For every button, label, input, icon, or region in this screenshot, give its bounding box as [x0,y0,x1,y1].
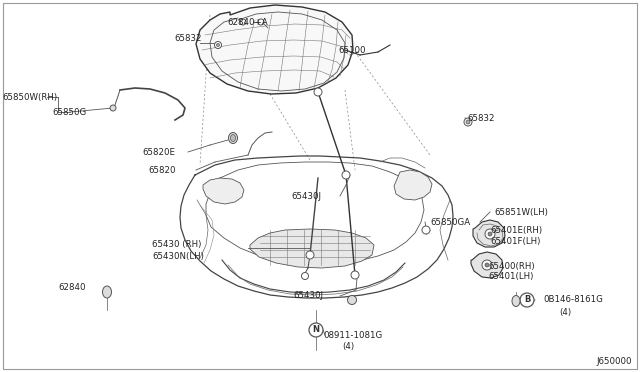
Circle shape [520,293,534,307]
Circle shape [301,273,308,279]
Ellipse shape [228,132,237,144]
Text: J650000: J650000 [596,357,632,366]
Text: 65850G: 65850G [52,108,86,116]
Polygon shape [473,220,505,247]
Polygon shape [196,5,353,94]
Circle shape [422,226,430,234]
Circle shape [351,271,359,279]
Text: 65832: 65832 [467,113,495,122]
Text: 65851W(LH): 65851W(LH) [494,208,548,217]
Circle shape [485,263,489,267]
Text: 65401F(LH): 65401F(LH) [490,237,540,246]
Text: B: B [524,295,530,305]
Text: (4): (4) [559,308,571,317]
Polygon shape [471,252,503,278]
Text: 65820E: 65820E [142,148,175,157]
Text: 65100: 65100 [338,45,365,55]
Text: 65400(RH): 65400(RH) [488,262,534,270]
Polygon shape [394,170,432,200]
Circle shape [466,120,470,124]
Text: 65401(LH): 65401(LH) [488,273,533,282]
Text: 0B146-8161G: 0B146-8161G [543,295,603,305]
Ellipse shape [230,135,236,141]
Text: 08911-1081G: 08911-1081G [323,330,382,340]
Text: 65430N(LH): 65430N(LH) [152,251,204,260]
Circle shape [110,105,116,111]
Circle shape [314,88,322,96]
Text: 65850W(RH): 65850W(RH) [2,93,57,102]
Text: 65430J: 65430J [293,292,323,301]
Ellipse shape [102,286,111,298]
Text: (4): (4) [342,343,354,352]
Circle shape [214,42,221,48]
Circle shape [309,323,323,337]
Text: 65430J: 65430J [291,192,321,201]
Circle shape [240,19,246,25]
Circle shape [258,19,264,25]
Text: 65430 (RH): 65430 (RH) [152,240,202,248]
Text: 65401E(RH): 65401E(RH) [490,225,542,234]
Text: 62840+A: 62840+A [228,17,268,26]
Circle shape [482,260,492,270]
Circle shape [485,229,495,239]
Circle shape [464,118,472,126]
Circle shape [348,295,356,305]
Circle shape [488,232,492,236]
Circle shape [216,44,220,46]
Circle shape [342,171,350,179]
Polygon shape [250,229,374,268]
Text: 62840: 62840 [58,283,86,292]
Text: N: N [312,326,319,334]
Polygon shape [203,178,244,204]
Ellipse shape [512,295,520,307]
Text: 65832: 65832 [174,33,202,42]
Text: 65850GA: 65850GA [430,218,470,227]
Circle shape [306,251,314,259]
Text: 65820: 65820 [148,166,175,174]
